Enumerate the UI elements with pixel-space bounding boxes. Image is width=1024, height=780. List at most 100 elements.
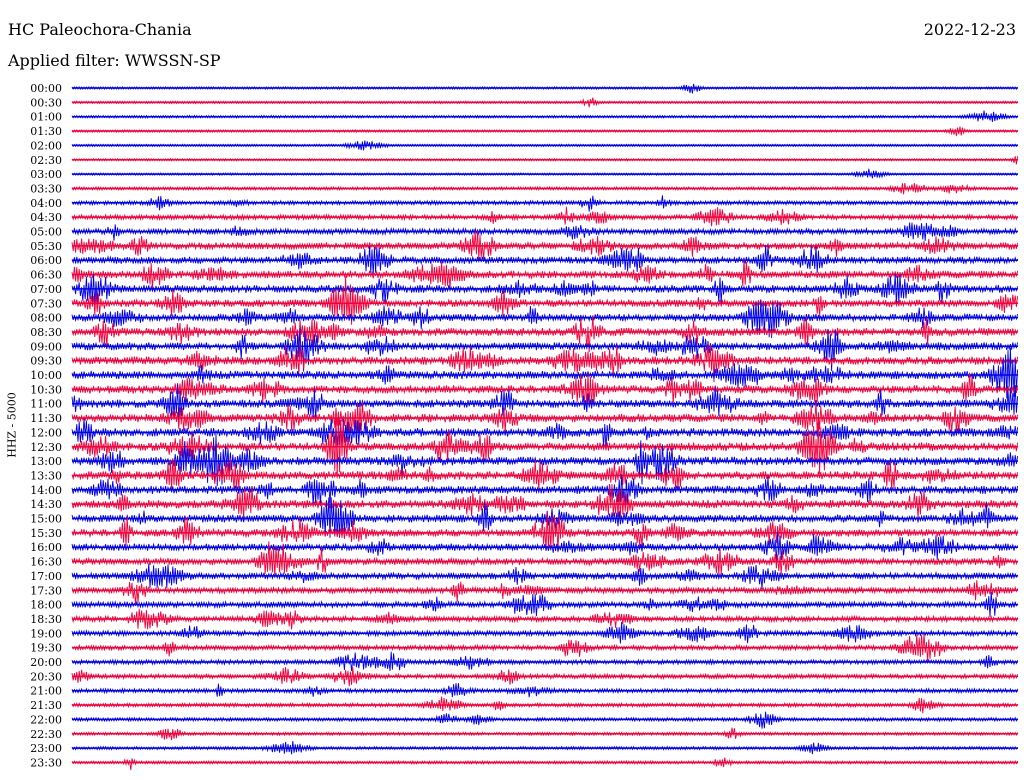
seismic-trace <box>71 347 1019 399</box>
seismic-trace <box>71 156 1019 165</box>
seismic-trace <box>71 666 1019 687</box>
row-time-label: 04:30 <box>30 211 62 224</box>
row-time-label: 13:30 <box>30 469 62 482</box>
seismic-trace <box>71 222 1018 241</box>
seismic-trace <box>71 259 1019 290</box>
row-time-label: 17:30 <box>30 584 62 597</box>
row-time-label: 08:00 <box>30 312 62 325</box>
seismic-trace <box>71 343 1019 383</box>
row-time-label: 18:30 <box>30 613 62 626</box>
row-time-label: 22:00 <box>30 713 62 726</box>
row-time-label: 01:00 <box>30 111 62 124</box>
seismic-trace <box>71 740 1018 755</box>
seismic-trace <box>71 633 1019 662</box>
seismic-trace <box>71 126 1018 137</box>
seismic-trace <box>71 474 1019 507</box>
row-time-label: 14:30 <box>30 498 62 511</box>
station-name: HC Paleochora-Chania <box>8 20 192 39</box>
row-time-label: 19:00 <box>30 627 62 640</box>
row-time-label: 12:30 <box>30 441 62 454</box>
row-time-label: 10:30 <box>30 383 62 396</box>
row-time-label: 13:00 <box>30 455 62 468</box>
record-date: 2022-12-23 <box>923 20 1016 39</box>
row-time-label: 20:00 <box>30 656 62 669</box>
row-time-label: 09:00 <box>30 340 62 353</box>
row-time-label: 22:30 <box>30 728 62 741</box>
row-time-label: 03:30 <box>30 182 62 195</box>
seismic-trace <box>71 97 1018 108</box>
seismic-trace <box>71 168 1018 179</box>
row-time-label: 08:30 <box>30 326 62 339</box>
row-time-label: 18:00 <box>30 599 62 612</box>
seismic-trace <box>71 621 1019 644</box>
row-time-label: 05:00 <box>30 226 62 239</box>
seismic-trace <box>71 682 1019 698</box>
seismic-trace <box>71 206 1019 227</box>
row-time-label: 23:00 <box>30 742 62 755</box>
seismic-trace <box>71 511 1019 553</box>
row-time-label: 19:30 <box>30 642 62 655</box>
seismic-trace <box>71 315 1019 353</box>
seismic-trace <box>71 110 1018 123</box>
row-time-label: 12:00 <box>30 426 62 439</box>
seismic-trace <box>71 757 1019 771</box>
row-time-label: 00:00 <box>30 82 62 95</box>
row-time-label: 10:00 <box>30 369 62 382</box>
seismic-trace <box>71 244 1018 276</box>
seismic-trace <box>71 457 1019 491</box>
seismic-trace <box>71 711 1019 729</box>
row-time-label: 00:30 <box>30 96 62 109</box>
row-time-label: 16:00 <box>30 541 62 554</box>
seismic-trace <box>71 182 1019 195</box>
seismic-trace <box>71 383 1019 422</box>
row-time-label: 20:30 <box>30 670 62 683</box>
seismic-trace <box>71 580 1019 606</box>
seismic-trace <box>71 483 1019 521</box>
row-time-label: 11:30 <box>30 412 62 425</box>
seismic-trace <box>71 727 1019 741</box>
row-time-label: 02:00 <box>30 139 62 152</box>
seismic-trace <box>71 276 1019 325</box>
seismic-trace <box>71 608 1019 630</box>
seismic-trace <box>71 563 1018 589</box>
row-time-label: 11:00 <box>30 398 62 411</box>
row-time-label: 07:00 <box>30 283 62 296</box>
row-time-label: 06:00 <box>30 254 62 267</box>
row-time-label: 16:30 <box>30 556 62 569</box>
row-time-label: 21:00 <box>30 685 62 698</box>
row-time-label: 09:30 <box>30 355 62 368</box>
seismic-trace <box>71 531 1019 564</box>
seismic-trace <box>71 418 1019 451</box>
seismic-trace <box>71 541 1019 578</box>
row-time-label: 15:00 <box>30 513 62 526</box>
seismic-trace <box>71 372 1019 408</box>
row-time-label: 02:30 <box>30 154 62 167</box>
seismic-trace <box>71 591 1018 617</box>
seismic-trace <box>71 230 1019 260</box>
row-time-label: 01:30 <box>30 125 62 138</box>
row-time-label: 14:00 <box>30 484 62 497</box>
seismic-trace <box>71 696 1018 714</box>
seismic-trace <box>71 497 1019 538</box>
seismic-trace <box>71 401 1019 437</box>
row-time-label: 04:00 <box>30 197 62 210</box>
filter-label: Applied filter: WWSSN-SP <box>8 51 221 70</box>
row-time-label: 17:00 <box>30 570 62 583</box>
seismic-trace <box>71 299 1019 339</box>
seismic-trace <box>71 328 1019 372</box>
seismic-trace <box>71 140 1018 151</box>
seismic-trace <box>71 412 1019 479</box>
seismic-trace <box>71 83 1018 94</box>
row-time-label: 06:30 <box>30 269 62 282</box>
seismic-trace <box>71 195 1019 212</box>
seismic-trace <box>71 273 1019 306</box>
seismic-trace <box>71 651 1019 672</box>
row-time-label: 05:30 <box>30 240 62 253</box>
row-time-label: 23:30 <box>30 756 62 769</box>
row-time-label: 21:30 <box>30 699 62 712</box>
row-time-label: 15:30 <box>30 527 62 540</box>
row-time-label: 07:30 <box>30 297 62 310</box>
row-time-label: 03:00 <box>30 168 62 181</box>
